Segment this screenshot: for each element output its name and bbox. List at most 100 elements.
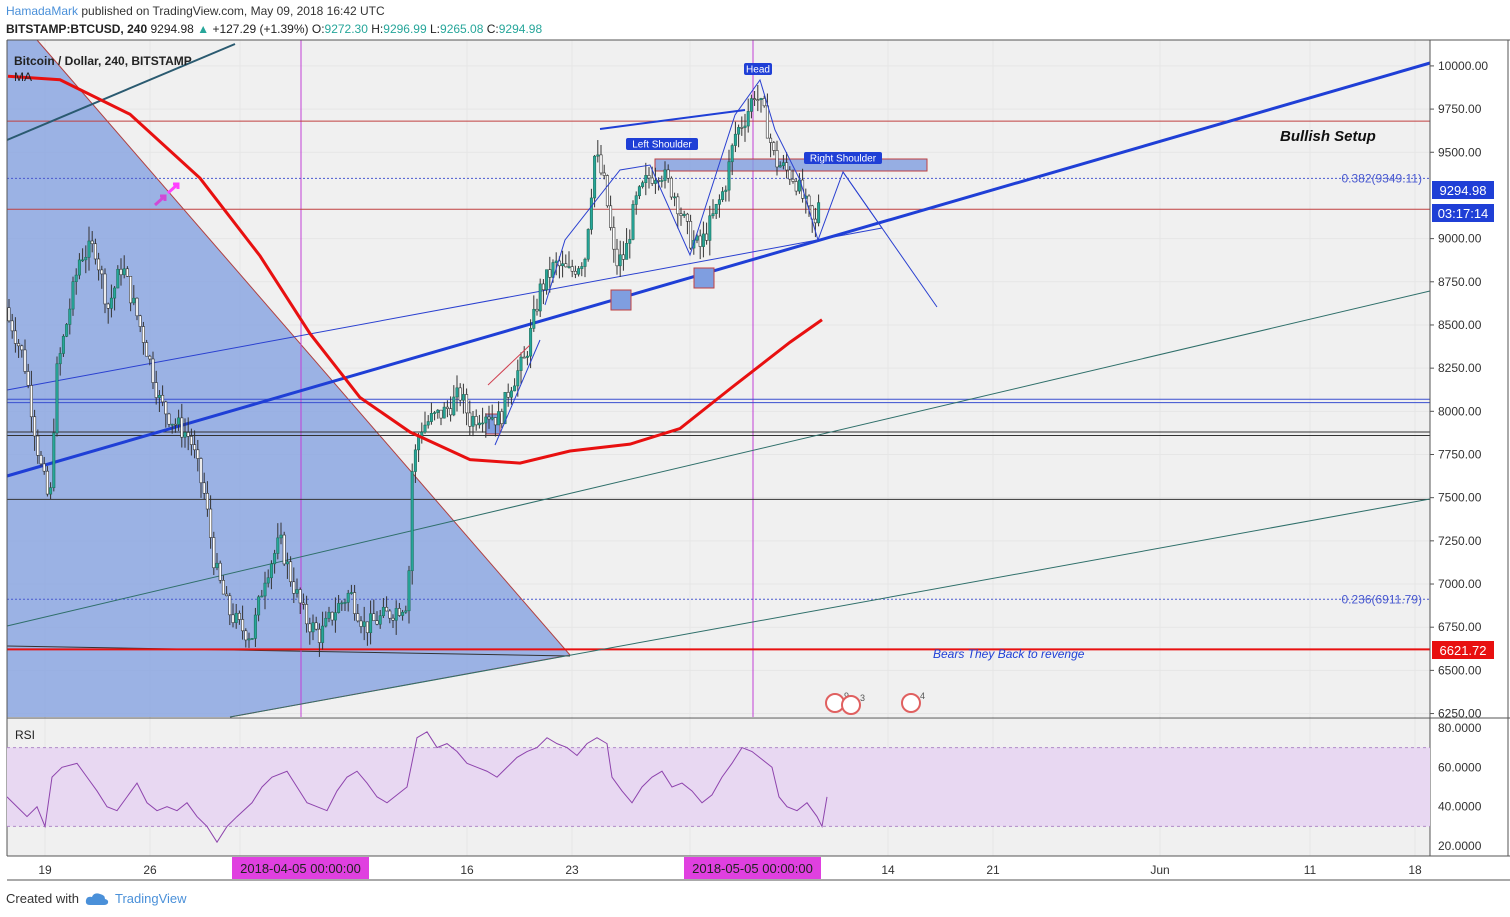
candle-body	[164, 401, 168, 415]
candle-body	[42, 463, 46, 472]
candle-body	[244, 630, 248, 641]
candle-body	[250, 638, 254, 640]
candle-body	[29, 385, 33, 418]
candle-body	[221, 580, 225, 595]
candle-body	[45, 470, 49, 495]
candle-body	[621, 254, 625, 260]
candle-body	[625, 243, 629, 260]
candle-body	[116, 268, 120, 289]
candle-body	[663, 169, 667, 181]
candle-body	[212, 537, 216, 569]
candle-body	[493, 417, 497, 426]
candle-body	[781, 162, 785, 166]
candle-body	[701, 233, 705, 247]
candle-body	[87, 240, 91, 258]
candle-body	[682, 213, 686, 216]
last-price: 9294.98	[150, 22, 194, 36]
candle-body	[20, 345, 24, 351]
candle-body	[167, 413, 171, 425]
candle-body	[679, 213, 683, 216]
candle-body	[49, 487, 53, 495]
low-value: 9265.08	[440, 22, 484, 36]
candle-body	[186, 432, 190, 437]
triangle-base	[6, 645, 571, 657]
candle-body	[13, 330, 17, 344]
candle-body	[132, 297, 136, 304]
candle-body	[602, 172, 606, 176]
candle-body	[407, 570, 411, 612]
candle-body	[257, 596, 261, 616]
price-tick-label: 7500.00	[1438, 491, 1482, 505]
candle-body	[135, 297, 139, 317]
candle-body	[724, 189, 728, 192]
candle-body	[97, 258, 101, 271]
candle-body	[465, 394, 469, 414]
candle-body	[615, 248, 619, 267]
close-value: 9294.98	[498, 22, 543, 36]
candle-body	[497, 411, 501, 426]
flag-line-red	[487, 344, 531, 386]
arrow-icon	[166, 182, 180, 195]
head-shoulders-line	[599, 109, 746, 130]
candle-body	[148, 355, 152, 360]
candle-body	[151, 358, 155, 383]
candle-body	[708, 215, 712, 241]
head-label: Head	[746, 65, 770, 76]
candle-body	[413, 449, 417, 472]
bullish-setup-label: Bullish Setup	[1280, 128, 1376, 145]
candle-body	[506, 392, 510, 398]
candle-body	[660, 180, 664, 182]
arrow-icon	[153, 194, 167, 207]
candle-body	[26, 371, 30, 386]
footer: Created with TradingView	[6, 891, 187, 906]
author-link[interactable]: HamadaMark	[6, 4, 79, 18]
crosshair-date-label: 2018-04-05 00:00:00	[240, 861, 361, 876]
candle-body	[52, 432, 56, 488]
candle-body	[289, 561, 293, 583]
candle-body	[593, 155, 597, 199]
rsi-band	[7, 747, 1430, 827]
candle-body	[529, 328, 533, 357]
candle-body	[525, 355, 529, 358]
crosshair-date-box	[232, 857, 369, 879]
time-tick-label: 26	[143, 863, 157, 877]
rsi-tick-label: 20.0000	[1438, 839, 1482, 853]
moving-average-line	[7, 74, 823, 465]
candle-body	[359, 620, 363, 627]
candle-body	[234, 612, 238, 623]
candle-body	[769, 137, 773, 143]
candle-body	[253, 614, 257, 639]
candle-body	[61, 336, 65, 354]
candle-body	[567, 266, 571, 268]
crosshair-date-box	[684, 857, 821, 879]
candle-body	[817, 202, 821, 224]
candle-body	[241, 619, 245, 632]
candle-body	[653, 180, 657, 184]
candle-body	[225, 593, 229, 597]
candle-body	[445, 406, 449, 409]
candle-body	[612, 227, 616, 250]
candle-body	[199, 458, 203, 484]
candle-body	[55, 363, 59, 434]
candle-body	[561, 263, 565, 267]
price-tick-label: 6500.00	[1438, 663, 1482, 677]
legend-ma: MA	[14, 70, 32, 84]
candle-body	[215, 562, 219, 569]
candle-body	[417, 436, 421, 451]
candle-body	[205, 493, 209, 510]
candle-body	[673, 196, 677, 199]
candle-body	[100, 269, 104, 275]
left-shoulder-label-bg	[626, 138, 698, 150]
candle-body	[39, 455, 43, 465]
candle-body	[266, 577, 270, 584]
price-tick-label: 7000.00	[1438, 577, 1482, 591]
tradingview-link[interactable]: TradingView	[114, 891, 187, 906]
rsi-line	[6, 731, 828, 844]
rsi-label: RSI	[15, 728, 36, 742]
trend-line-top	[6, 43, 236, 141]
candle-body	[378, 615, 382, 625]
support-price-box	[1432, 641, 1494, 659]
candle-body	[442, 406, 446, 419]
candle-body	[141, 326, 145, 343]
